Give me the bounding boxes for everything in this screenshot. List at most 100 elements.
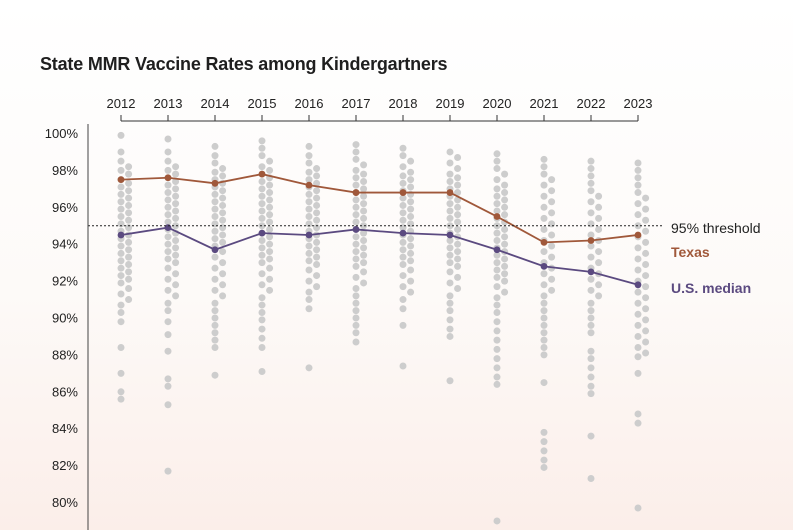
state-dot [493,207,501,215]
state-dot [642,238,650,246]
state-dot [258,270,266,278]
state-dot [305,288,313,296]
state-dot [117,157,125,165]
state-dot [501,233,509,241]
state-dot [352,148,360,156]
state-dot [446,159,454,167]
state-dot [172,237,180,245]
state-dot [548,286,556,294]
state-dot [501,203,509,211]
state-dot [454,181,462,189]
state-dot [634,189,642,197]
state-dot [634,310,642,318]
state-dot [446,316,454,324]
state-dot [125,253,133,261]
state-dot [258,301,266,309]
state-dot [305,249,313,257]
series-point [493,246,501,254]
state-dot [125,170,133,178]
state-dot [266,211,274,219]
state-dot [446,377,454,385]
x-tick-label: 2013 [154,96,183,111]
state-dot [407,176,415,184]
state-dot [125,201,133,209]
state-dot [164,248,172,256]
state-dot [313,165,321,173]
state-dot [219,292,227,300]
state-dot [313,216,321,224]
state-dot [360,222,368,230]
state-dot [117,205,125,213]
state-dot [164,467,172,475]
state-dot [164,299,172,307]
state-dot [634,174,642,182]
state-dot [305,152,313,160]
state-dot [548,242,556,250]
y-tick-label: 100% [45,126,79,141]
state-dot [352,329,360,337]
state-dot [360,170,368,178]
state-dot [211,159,219,167]
state-dot [117,190,125,198]
state-dot [360,185,368,193]
state-dot [642,205,650,213]
state-dot [258,137,266,145]
state-dot [446,299,454,307]
state-dot [399,283,407,291]
state-dot [125,275,133,283]
state-dot [117,198,125,206]
state-dot [313,224,321,232]
state-dot [360,259,368,267]
state-dot [172,222,180,230]
state-dot [219,248,227,256]
state-dot [172,259,180,267]
state-dot [399,144,407,152]
state-dot [587,231,595,239]
state-dot [305,242,313,250]
series-point [493,213,501,220]
y-tick-label: 96% [52,200,78,215]
state-dot [172,200,180,208]
state-dot [211,190,219,198]
state-dot [360,251,368,259]
series-point [305,231,313,239]
state-dot [313,201,321,209]
state-dot [164,318,172,326]
state-dot [540,379,548,387]
state-dot [219,281,227,289]
series-point [540,262,548,270]
state-dot [634,344,642,352]
state-dot [446,177,454,185]
state-dot [454,153,462,161]
state-dot [305,198,313,206]
state-dot [501,262,509,270]
state-dot [211,142,219,150]
state-dot [642,249,650,257]
state-dot [407,242,415,250]
state-dot [407,249,415,257]
state-dot [407,183,415,191]
state-dot [117,369,125,377]
state-dot [305,176,313,184]
state-dot [642,305,650,313]
state-dot [540,248,548,256]
state-dot [399,172,407,180]
state-dot [266,166,274,174]
state-dot [540,456,548,464]
state-dot [399,260,407,268]
state-dot [164,203,172,211]
state-dot [493,251,501,259]
series-point [164,174,172,182]
state-dot [493,355,501,363]
series-point [634,281,642,289]
state-dot [399,209,407,217]
state-dot [493,327,501,335]
state-dot [501,255,509,263]
state-dot [587,432,595,440]
state-dot [634,166,642,174]
state-dot [399,296,407,304]
state-dot [125,246,133,254]
annotations: 95% threshold Texas U.S. median [671,220,761,296]
